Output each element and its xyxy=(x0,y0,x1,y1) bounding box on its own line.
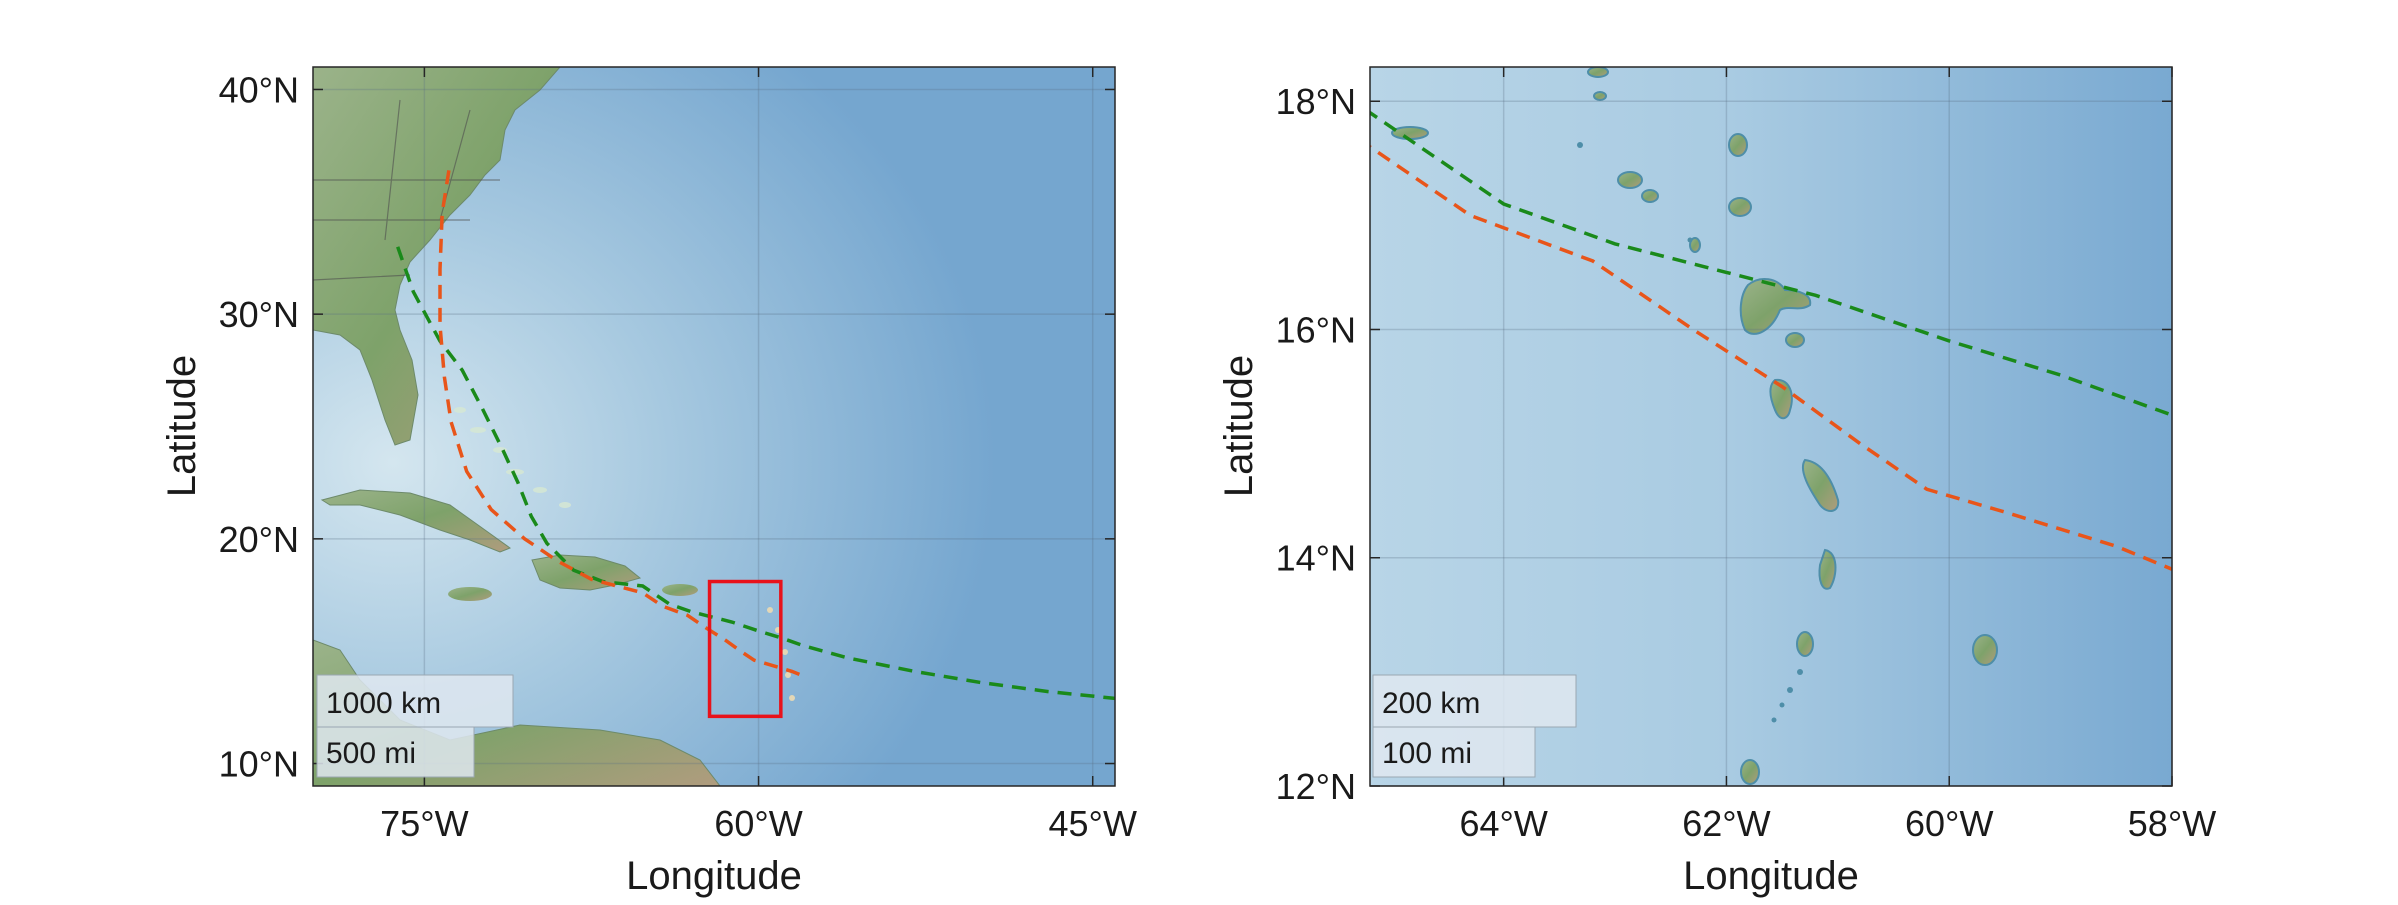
zoom-scalebar-km-label: 200 km xyxy=(1382,687,1480,720)
y-tick-label: 16°N xyxy=(1276,309,1356,350)
x-tick-label: 75°W xyxy=(380,803,468,844)
y-tick-label: 10°N xyxy=(219,744,299,785)
lesser-antilles-islands xyxy=(767,607,795,701)
scalebar-mi-label: 500 mi xyxy=(326,737,416,770)
overview-gridlines xyxy=(313,67,1115,786)
y-tick-label: 12°N xyxy=(1276,766,1356,807)
zoom-scalebar: 200 km 100 mi xyxy=(1372,674,1577,778)
overview-track-group xyxy=(396,170,1115,701)
hispaniola-landmass xyxy=(531,554,642,591)
y-tick-label: 20°N xyxy=(219,519,299,560)
overview-x-axis-label: Longitude xyxy=(626,854,802,898)
zoom-y-axis-label: Latitude xyxy=(1217,355,1261,497)
y-tick-label: 18°N xyxy=(1276,81,1356,122)
scalebar-mi-box xyxy=(316,726,475,778)
cuba-landmass xyxy=(320,489,512,553)
overview-axes-frame xyxy=(312,66,1116,787)
zoom-axes-frame xyxy=(1369,66,2173,787)
y-tick-label: 14°N xyxy=(1276,538,1356,579)
zoom-tick-group: 64°W 62°W 60°W 58°W 12°N 14°N 16°N 18°N xyxy=(1276,67,2216,844)
x-tick-label: 58°W xyxy=(2128,803,2216,844)
zoom-islands xyxy=(1391,67,1998,785)
x-tick-label: 64°W xyxy=(1459,803,1547,844)
jamaica-landmass xyxy=(448,587,492,601)
state-borders xyxy=(313,99,500,281)
x-tick-label: 60°W xyxy=(714,803,802,844)
storm-track-line-0 xyxy=(396,246,1115,701)
zoom-ocean-background xyxy=(1370,67,2172,786)
overview-map-panel: 75°W 60°W 45°W 10°N 20°N 30°N 40°N 1000 km 500… xyxy=(160,66,1137,898)
scalebar-km-box xyxy=(316,674,514,728)
storm-track-line-1 xyxy=(438,170,804,678)
y-tick-label: 30°N xyxy=(219,294,299,335)
zoom-small-islets xyxy=(1577,142,1803,723)
zoom-map-panel: 64°W 62°W 60°W 58°W 12°N 14°N 16°N 18°N 200 km … xyxy=(1217,66,2216,898)
zoom-x-axis-label: Longitude xyxy=(1683,854,1859,898)
overview-tick-group: 75°W 60°W 45°W 10°N 20°N 30°N 40°N xyxy=(219,67,1137,844)
zoom-scalebar-km-box xyxy=(1372,674,1577,728)
zoom-scalebar-mi-box xyxy=(1372,726,1536,778)
bahamas-islands xyxy=(454,407,571,508)
x-tick-label: 62°W xyxy=(1682,803,1770,844)
y-tick-label: 40°N xyxy=(219,69,299,110)
overview-scalebar: 1000 km 500 mi xyxy=(316,674,514,778)
overview-y-axis-label: Latitude xyxy=(160,355,204,497)
zoom-scalebar-mi-label: 100 mi xyxy=(1382,737,1472,770)
inset-region-box xyxy=(707,579,783,719)
x-tick-label: 60°W xyxy=(1905,803,1993,844)
north-america-landmass xyxy=(313,67,561,446)
scalebar-km-label: 1000 km xyxy=(326,687,441,720)
x-tick-label: 45°W xyxy=(1049,803,1137,844)
puerto-rico-landmass xyxy=(662,584,698,596)
